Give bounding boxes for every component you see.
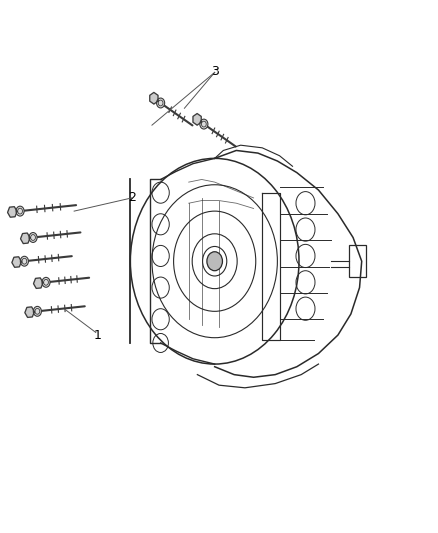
Circle shape bbox=[156, 98, 165, 108]
Polygon shape bbox=[7, 207, 17, 217]
Polygon shape bbox=[34, 278, 43, 288]
Circle shape bbox=[200, 119, 208, 129]
Circle shape bbox=[42, 277, 50, 287]
Bar bbox=[349, 245, 366, 277]
Polygon shape bbox=[150, 92, 158, 104]
Polygon shape bbox=[25, 307, 34, 318]
Polygon shape bbox=[193, 114, 201, 125]
Polygon shape bbox=[21, 233, 30, 244]
Circle shape bbox=[207, 252, 223, 271]
Circle shape bbox=[29, 232, 37, 243]
Text: 3: 3 bbox=[211, 65, 219, 78]
Polygon shape bbox=[12, 257, 21, 268]
Circle shape bbox=[20, 256, 28, 266]
Circle shape bbox=[33, 306, 42, 316]
Text: 2: 2 bbox=[129, 191, 137, 205]
Text: 1: 1 bbox=[94, 328, 102, 342]
Circle shape bbox=[16, 206, 24, 216]
